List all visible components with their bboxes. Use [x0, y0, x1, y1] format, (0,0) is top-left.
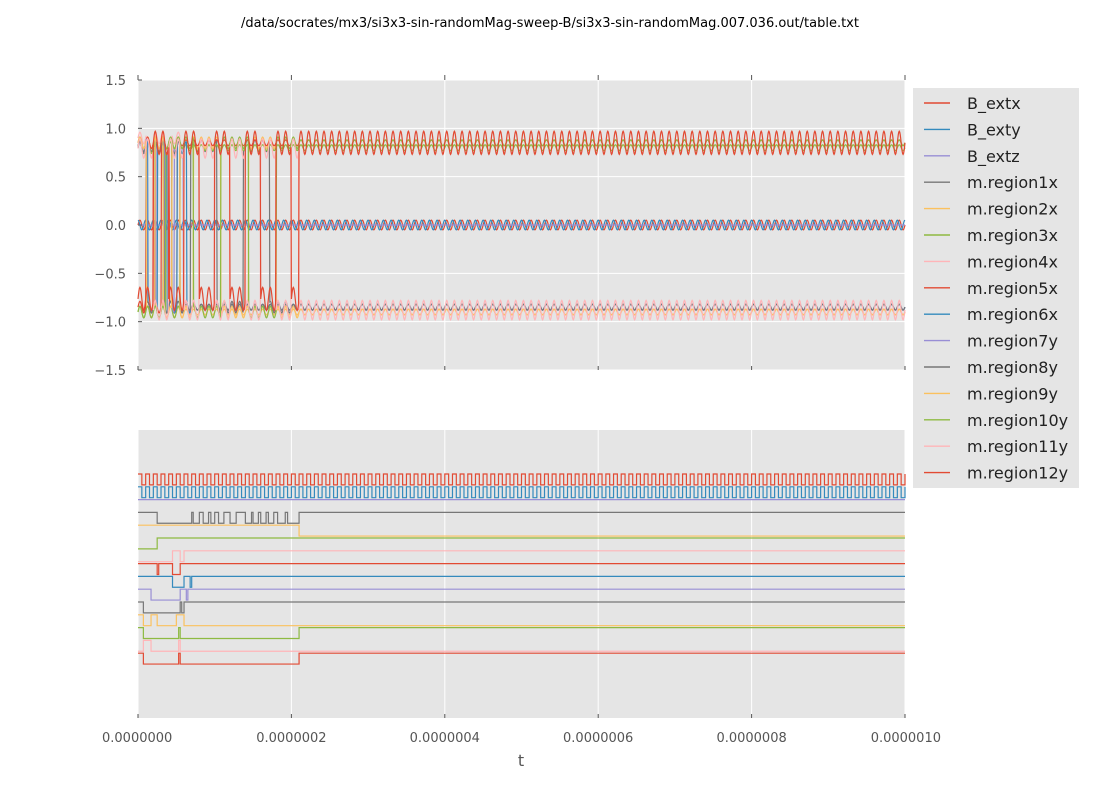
legend: B_extx B_exty B_extz m.region1x m.region2x m.…	[913, 88, 1079, 488]
bottom-trace-m-region10y	[138, 627, 905, 640]
x-axis-label: t	[518, 751, 524, 770]
bottom-plot-background	[138, 430, 905, 718]
legend-label: m.region12y	[967, 464, 1068, 483]
bottom-series-group	[138, 473, 906, 665]
legend-label: B_extx	[967, 94, 1021, 114]
bottom-trace-m-region12y	[138, 652, 905, 665]
top-y-tick-label: −1.5	[94, 364, 126, 379]
top-y-tick-label: 1.5	[105, 74, 126, 89]
legend-label: m.region8y	[967, 358, 1058, 377]
top-x-ticks	[137, 75, 906, 370]
legend-label: m.region10y	[967, 411, 1068, 430]
bottom-trace-m-region8y	[138, 601, 905, 614]
top-series-line-b-exty	[137, 219, 906, 231]
legend-label: m.region11y	[967, 437, 1068, 456]
top-series-line-m-region11y	[137, 137, 906, 321]
bottom-trace-m-region9y	[138, 614, 905, 627]
top-y-ticks: 1.5 1.0 0.5 0.0 −0.5 −1.0 −1.5	[94, 74, 142, 379]
legend-label: B_exty	[967, 120, 1021, 140]
bottom-x-tick-label: 0.0000002	[256, 731, 326, 746]
top-y-tick-label: 0.5	[105, 171, 126, 186]
bottom-trace-m-region6x	[138, 575, 905, 588]
top-series-line-m-region12y	[137, 129, 906, 312]
legend-label: m.region2x	[967, 200, 1058, 219]
bottom-trace-m-region1x	[138, 511, 905, 524]
legend-label: m.region7y	[967, 332, 1058, 351]
bottom-x-tick-label: 0.0000006	[563, 731, 633, 746]
bottom-trace-b-extx	[138, 473, 906, 486]
bottom-trace-m-region7y	[138, 588, 905, 601]
bottom-plot-panel: 0.0000000 0.0000002 0.0000004 0.0000006 0.00…	[102, 430, 941, 746]
legend-label: m.region3x	[967, 226, 1058, 245]
bottom-trace-m-region4x	[138, 550, 905, 563]
chart-title: /data/socrates/mx3/si3x3-sin-randomMag-s…	[241, 16, 859, 31]
top-y-tick-label: −1.0	[94, 316, 126, 331]
legend-label: m.region5x	[967, 279, 1058, 298]
bottom-trace-m-region3x	[138, 537, 905, 550]
legend-label: m.region1x	[967, 173, 1058, 192]
legend-label: m.region6x	[967, 305, 1058, 324]
bottom-trace-m-region5x	[138, 563, 905, 576]
top-y-tick-label: 0.0	[105, 219, 126, 234]
bottom-trace-m-region2x	[138, 524, 905, 537]
bottom-x-tick-label: 0.0000000	[102, 731, 172, 746]
legend-label: m.region9y	[967, 384, 1058, 403]
legend-label: m.region4x	[967, 252, 1058, 271]
bottom-x-tick-label: 0.0000004	[410, 731, 480, 746]
bottom-x-ticks: 0.0000000 0.0000002 0.0000004 0.0000006 0.00…	[102, 714, 941, 746]
legend-entries: B_extx B_exty B_extz m.region1x m.region2x m.…	[924, 94, 1068, 483]
legend-label: B_extz	[967, 147, 1020, 167]
top-y-tick-label: −0.5	[94, 267, 126, 282]
bottom-x-tick-label: 0.0000008	[716, 731, 786, 746]
bottom-trace-b-exty	[138, 486, 906, 499]
top-series-group	[137, 129, 906, 321]
bottom-trace-m-region11y	[138, 639, 905, 652]
top-plot-panel: 1.5 1.0 0.5 0.0 −0.5 −1.0 −1.5	[94, 74, 906, 379]
bottom-x-tick-label: 0.0000010	[871, 731, 941, 746]
top-y-tick-label: 1.0	[105, 122, 126, 137]
